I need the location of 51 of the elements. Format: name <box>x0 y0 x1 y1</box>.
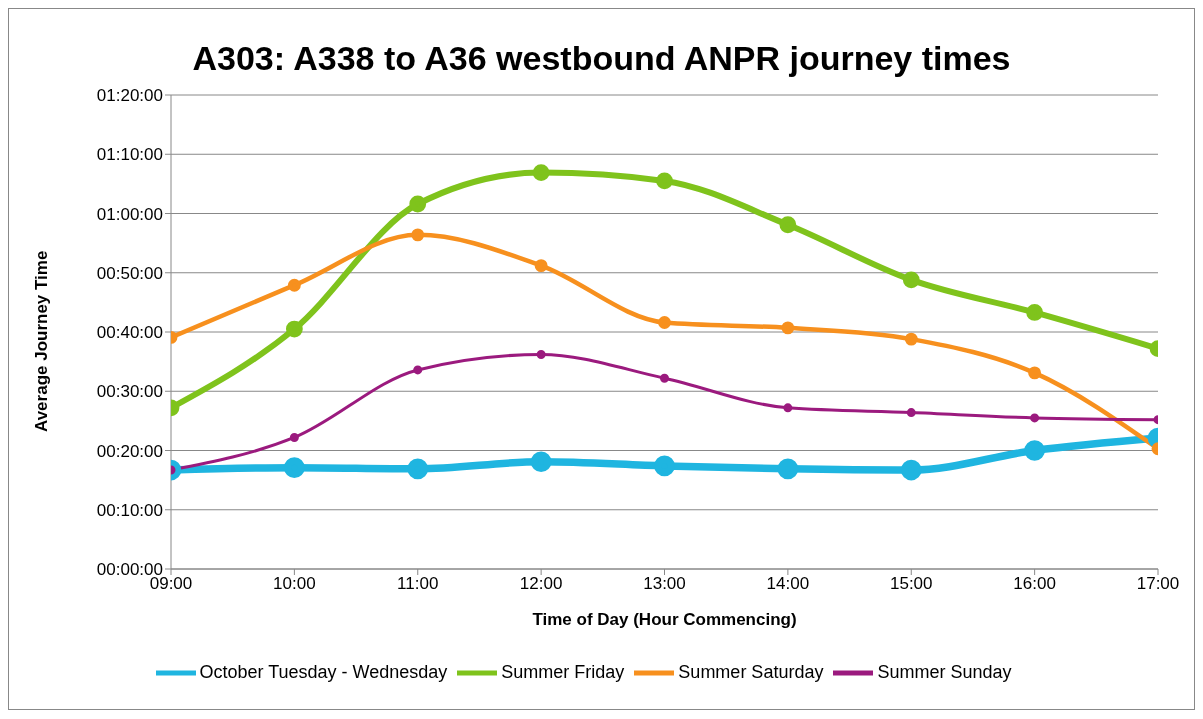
point <box>1028 366 1042 380</box>
y-tick-label: 00:30:00 <box>96 382 163 402</box>
y-tick-label: 00:10:00 <box>96 500 163 520</box>
y-tick-label: 01:10:00 <box>96 145 163 165</box>
legend-label: October Tuesday - Wednesday <box>199 661 448 682</box>
point <box>906 408 916 418</box>
chart-title: A303: A338 to A36 westbound ANPR journey times <box>191 39 1012 79</box>
point <box>411 228 425 242</box>
legend-label: Summer Saturday <box>678 661 824 682</box>
x-tick-label: 10:00 <box>273 574 316 594</box>
point <box>289 432 299 442</box>
point <box>409 195 427 213</box>
point <box>781 321 795 335</box>
point <box>656 172 673 190</box>
y-tick-label: 00:20:00 <box>96 441 163 461</box>
x-axis-title: Time of Day (Hour Commencing) <box>532 610 797 629</box>
point <box>1030 413 1040 423</box>
legend-label: Summer Sunday <box>877 661 1012 682</box>
y-tick-label: 01:20:00 <box>96 86 163 106</box>
point <box>660 373 669 383</box>
point <box>532 164 550 182</box>
legend-label: Summer Friday <box>501 661 625 682</box>
point <box>285 320 303 338</box>
point <box>777 458 799 480</box>
point <box>536 350 546 360</box>
point <box>1026 304 1044 321</box>
x-tick-label: 12:00 <box>519 574 563 594</box>
x-tick-label: 16:00 <box>1013 574 1056 594</box>
point <box>900 459 922 481</box>
point <box>654 455 675 477</box>
x-tick-label: 14:00 <box>766 574 810 594</box>
point <box>1024 440 1045 461</box>
y-axis-title: Average Journey Time <box>32 250 52 432</box>
point <box>658 316 671 329</box>
point <box>407 458 429 480</box>
point <box>413 365 423 375</box>
y-tick-label: 01:00:00 <box>96 204 163 224</box>
point <box>287 278 301 292</box>
point <box>904 332 918 346</box>
x-tick-label: 17:00 <box>1136 574 1180 594</box>
point <box>783 403 793 413</box>
y-tick-label: 00:40:00 <box>96 323 163 343</box>
point <box>534 259 548 273</box>
point <box>284 457 305 479</box>
x-tick-label: 15:00 <box>889 574 933 594</box>
x-tick-label: 11:00 <box>397 574 439 594</box>
point <box>779 216 797 234</box>
point <box>530 451 552 473</box>
y-tick-label: 00:50:00 <box>96 263 163 283</box>
x-tick-label: 13:00 <box>643 574 686 594</box>
point <box>902 271 920 289</box>
